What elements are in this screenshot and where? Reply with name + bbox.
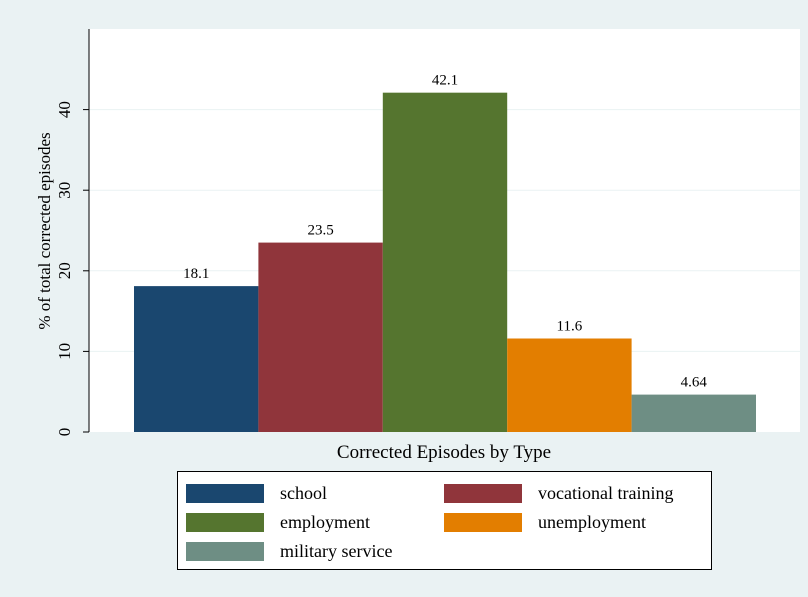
bar-employment <box>382 92 508 432</box>
legend-swatch <box>444 512 522 532</box>
bar-unemployment <box>507 338 632 432</box>
bar-school <box>134 286 259 432</box>
y-tick-label: 40 <box>55 101 74 118</box>
y-axis-title: % of total corrected episodes <box>35 132 54 329</box>
data-label: 23.5 <box>307 223 333 239</box>
legend-item-vocational-training: vocational training <box>444 480 673 506</box>
legend-swatch <box>186 483 264 503</box>
bar-military-service <box>631 394 756 432</box>
legend-label: unemployment <box>538 511 646 532</box>
legend: school vocational training employment un… <box>177 471 712 570</box>
legend-label: military service <box>280 540 393 561</box>
y-tick-label: 10 <box>55 343 74 360</box>
data-label: 4.64 <box>681 375 708 391</box>
y-tick-label: 0 <box>55 428 74 437</box>
legend-label: employment <box>280 511 370 532</box>
legend-swatch <box>444 483 522 503</box>
legend-swatch <box>186 512 264 532</box>
data-labels: 18.1 23.5 42.1 11.6 4.64 <box>183 73 707 391</box>
y-axis-ticks: 0 10 20 30 40 <box>55 101 89 436</box>
data-label: 11.6 <box>557 319 583 335</box>
x-axis-title: Corrected Episodes by Type <box>337 442 551 463</box>
bar-vocational-training <box>258 242 383 432</box>
legend-swatch <box>186 541 264 561</box>
legend-item-school: school <box>186 480 327 506</box>
bars <box>134 92 756 432</box>
data-label: 42.1 <box>432 73 458 89</box>
y-tick-label: 20 <box>55 262 74 279</box>
y-tick-label: 30 <box>55 182 74 199</box>
legend-item-military-service: military service <box>186 538 392 564</box>
data-label: 18.1 <box>183 266 209 282</box>
legend-label: school <box>280 482 327 503</box>
legend-item-employment: employment <box>186 509 370 535</box>
legend-label: vocational training <box>538 482 674 503</box>
legend-item-unemployment: unemployment <box>444 509 646 535</box>
